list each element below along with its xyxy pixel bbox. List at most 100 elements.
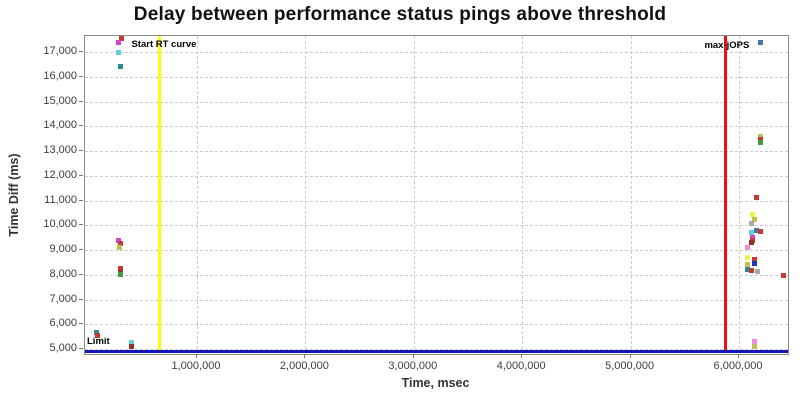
data-point bbox=[752, 217, 757, 223]
data-point bbox=[754, 228, 760, 233]
data-point bbox=[748, 239, 754, 245]
y-gridline bbox=[85, 76, 788, 78]
data-point bbox=[117, 272, 123, 278]
y-tick-mark bbox=[79, 51, 83, 53]
y-tick-label: 14,000 bbox=[43, 119, 77, 132]
data-point bbox=[116, 237, 122, 243]
data-point bbox=[755, 269, 761, 275]
y-tick-mark bbox=[79, 75, 83, 77]
data-point bbox=[118, 241, 124, 246]
y-tick-mark bbox=[79, 199, 83, 201]
data-point bbox=[115, 49, 121, 55]
x-tick-label: 5,000,000 bbox=[605, 360, 655, 372]
y-gridline bbox=[85, 250, 788, 252]
data-point bbox=[744, 255, 750, 261]
y-tick-mark bbox=[79, 348, 83, 350]
data-point bbox=[750, 234, 756, 240]
y-tick-label: 16,000 bbox=[43, 69, 77, 82]
y-tick-label: 15,000 bbox=[43, 94, 77, 107]
data-point bbox=[752, 257, 758, 263]
max-jops-label: max-jOPS bbox=[704, 40, 750, 51]
data-point bbox=[129, 343, 135, 349]
y-axis-title: Time Diff (ms) bbox=[7, 153, 21, 237]
data-point bbox=[119, 36, 125, 42]
data-point bbox=[757, 40, 763, 46]
data-point bbox=[748, 267, 754, 273]
x-tick-mark bbox=[738, 354, 739, 358]
data-point bbox=[744, 245, 750, 251]
y-gridline bbox=[85, 101, 788, 103]
x-tick-mark bbox=[195, 354, 197, 358]
y-tick-mark bbox=[79, 150, 83, 152]
x-tick-mark bbox=[521, 354, 523, 358]
max-jops-line bbox=[723, 36, 727, 352]
y-tick-mark bbox=[79, 249, 83, 251]
data-point bbox=[116, 244, 122, 250]
data-point bbox=[757, 136, 763, 142]
data-point bbox=[94, 332, 100, 338]
x-tick-mark bbox=[629, 354, 631, 358]
data-point bbox=[757, 229, 763, 235]
y-tick-label: 11,000 bbox=[44, 193, 77, 206]
y-gridline bbox=[85, 299, 788, 301]
data-point bbox=[749, 211, 755, 217]
data-point bbox=[752, 261, 758, 267]
y-gridline bbox=[85, 126, 788, 128]
data-point bbox=[117, 63, 123, 69]
y-gridline bbox=[85, 274, 788, 276]
y-tick-label: 8,000 bbox=[49, 267, 77, 280]
data-point bbox=[781, 273, 787, 279]
y-tick-label: 7,000 bbox=[49, 292, 77, 305]
y-tick-mark bbox=[79, 125, 83, 127]
data-point bbox=[744, 267, 750, 273]
y-gridline bbox=[85, 200, 788, 202]
x-tick-mark bbox=[304, 354, 306, 358]
y-tick-mark bbox=[79, 273, 83, 275]
plot-area: Start RT curve max-jOPS Limit bbox=[84, 35, 789, 355]
data-point bbox=[753, 194, 759, 200]
y-tick-mark bbox=[79, 323, 83, 325]
x-tick-label: 2,000,000 bbox=[279, 360, 329, 372]
y-tick-label: 13,000 bbox=[43, 144, 77, 157]
y-tick-mark bbox=[79, 100, 83, 102]
y-gridline bbox=[85, 175, 788, 177]
y-tick-label: 6,000 bbox=[49, 317, 77, 330]
x-tick-label: 1,000,000 bbox=[171, 360, 221, 372]
y-gridline bbox=[85, 225, 788, 227]
data-point bbox=[115, 40, 121, 46]
data-point bbox=[117, 265, 123, 271]
x-axis-title: Time, msec bbox=[401, 376, 470, 390]
x-gridline bbox=[196, 36, 198, 354]
y-tick-label: 9,000 bbox=[49, 243, 77, 256]
y-gridline bbox=[85, 324, 788, 326]
y-tick-label: 5,000 bbox=[49, 342, 77, 355]
y-gridline bbox=[85, 52, 788, 54]
data-point bbox=[757, 133, 763, 139]
chart-title: Delay between performance status pings a… bbox=[133, 4, 667, 25]
y-tick-mark bbox=[79, 298, 83, 300]
limit-label: Limit bbox=[87, 336, 110, 348]
y-tick-label: 10,000 bbox=[43, 218, 77, 231]
x-tick-label: 3,000,000 bbox=[388, 360, 438, 372]
y-gridline bbox=[85, 349, 788, 351]
x-gridline bbox=[305, 36, 307, 354]
data-point bbox=[744, 261, 750, 267]
data-point bbox=[752, 343, 757, 349]
data-point bbox=[748, 221, 754, 227]
data-point bbox=[757, 140, 763, 146]
data-point bbox=[129, 339, 135, 345]
data-point bbox=[752, 338, 758, 344]
x-tick-label: 4,000,000 bbox=[496, 360, 546, 372]
start-rt-curve-label: Start RT curve bbox=[131, 39, 197, 50]
x-tick-label: 6,000,000 bbox=[713, 360, 763, 372]
x-tick-mark bbox=[412, 354, 414, 358]
y-tick-mark bbox=[79, 174, 83, 176]
y-tick-mark bbox=[79, 224, 83, 226]
y-tick-label: 17,000 bbox=[43, 45, 77, 58]
start-rt-curve-line bbox=[157, 36, 161, 352]
x-gridline bbox=[522, 36, 524, 354]
data-point bbox=[94, 329, 100, 335]
y-tick-label: 12,000 bbox=[43, 168, 77, 181]
x-gridline bbox=[630, 36, 632, 354]
